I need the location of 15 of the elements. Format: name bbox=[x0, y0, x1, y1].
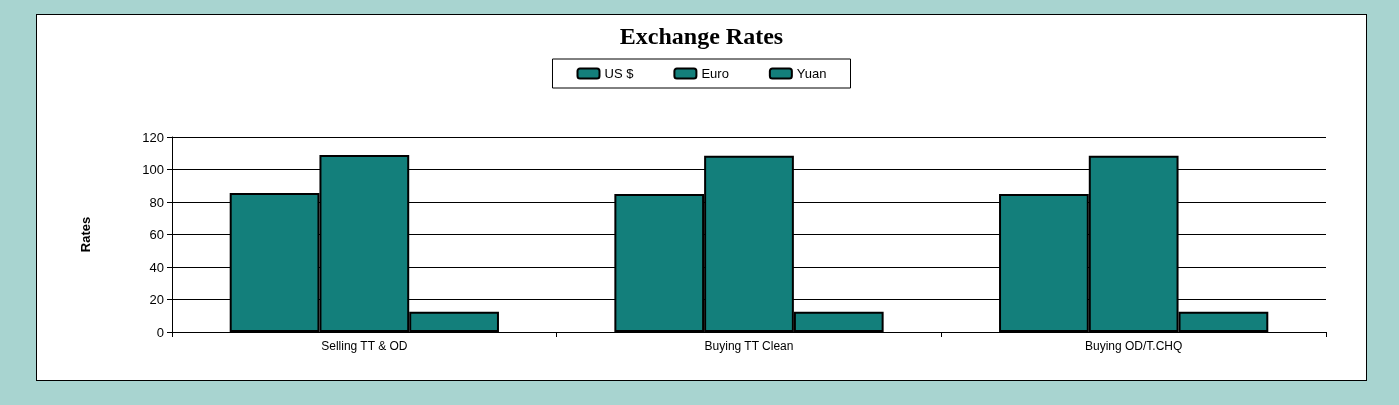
legend-label: Euro bbox=[701, 66, 729, 81]
x-tick-label: Selling TT & OD bbox=[321, 339, 408, 353]
y-tick-label: 40 bbox=[149, 259, 164, 275]
legend-label: Yuan bbox=[796, 66, 827, 81]
y-tick-label: 60 bbox=[149, 227, 164, 242]
y-axis-title: Rates bbox=[78, 216, 93, 253]
y-tick-label: 20 bbox=[149, 292, 164, 307]
x-tick-label: Buying TT Clean bbox=[704, 339, 794, 353]
y-tick-label: 120 bbox=[142, 129, 164, 145]
legend-label: US $ bbox=[604, 66, 635, 81]
y-tick-label: 0 bbox=[156, 324, 164, 340]
y-tick-label: 100 bbox=[142, 162, 164, 177]
x-tick-label: Buying OD/T.CHQ bbox=[1084, 339, 1183, 353]
chart-title: Exchange Rates bbox=[619, 23, 784, 49]
y-tick-label: 80 bbox=[149, 194, 164, 210]
